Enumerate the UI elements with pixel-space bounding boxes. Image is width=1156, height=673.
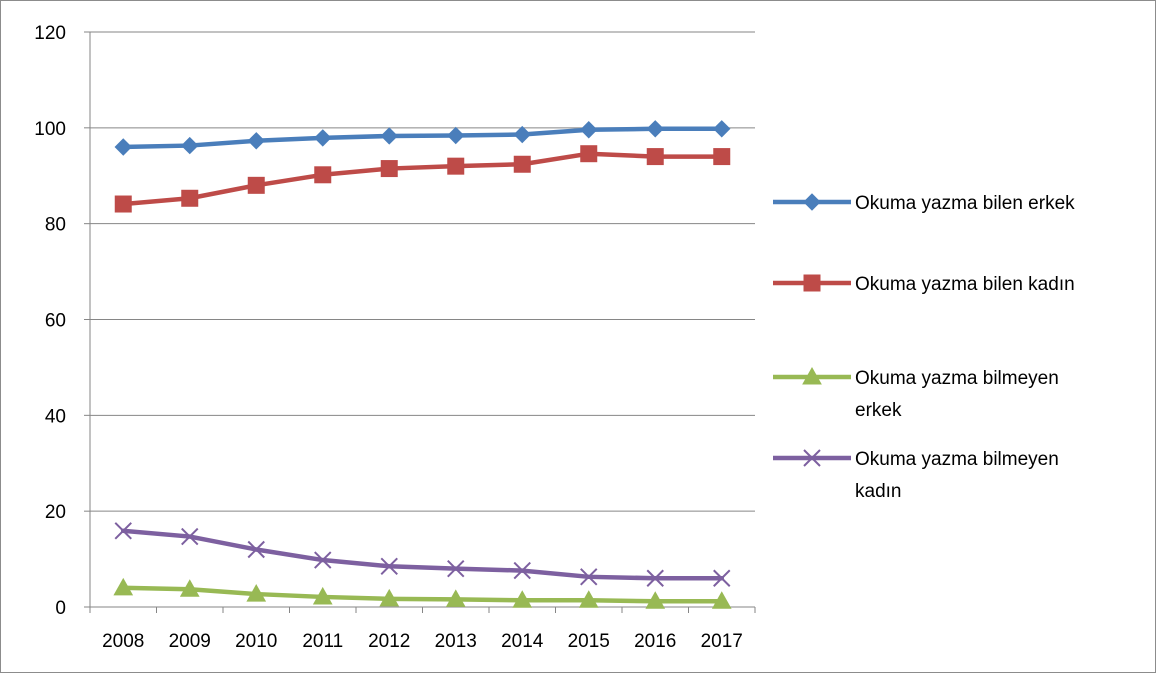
data-point <box>181 189 199 207</box>
legend-marker <box>802 366 822 385</box>
y-tick-label: 40 <box>45 406 66 427</box>
y-tick-label: 80 <box>45 215 66 236</box>
data-point <box>578 590 599 608</box>
x-tick-label: 2008 <box>102 631 144 652</box>
legend-item: Okuma yazma bilmeyen erkek <box>773 366 1059 421</box>
data-point <box>513 125 531 144</box>
legend-item: Okuma yazma bilen kadın <box>773 274 1075 295</box>
y-tick-label: 100 <box>34 119 66 140</box>
x-tick-label: 2009 <box>169 631 211 652</box>
data-point <box>447 157 465 175</box>
data-point <box>314 129 332 147</box>
data-point <box>713 148 731 166</box>
legend-label: Okuma yazma bilmeyen <box>855 368 1059 389</box>
data-point <box>580 121 598 139</box>
data-point <box>179 579 200 597</box>
x-tick-label: 2010 <box>235 631 277 652</box>
data-point <box>445 589 466 607</box>
series-group <box>114 522 731 587</box>
data-point <box>114 138 132 156</box>
data-point <box>513 561 531 580</box>
x-tick-label: 2012 <box>368 631 410 652</box>
gridlines <box>90 31 755 512</box>
data-point <box>380 127 398 145</box>
series-group <box>113 577 732 609</box>
data-point <box>247 176 265 194</box>
data-point <box>114 522 132 540</box>
data-point <box>181 527 199 546</box>
x-tick-label: 2017 <box>701 631 743 652</box>
legend-label: Okuma yazma bilmeyen <box>855 449 1059 470</box>
y-tick-label: 0 <box>55 598 66 619</box>
data-point <box>713 569 731 587</box>
x-tick-label: 2011 <box>302 631 343 652</box>
data-point <box>114 195 132 213</box>
x-tick-label: 2014 <box>501 631 544 652</box>
data-point <box>512 590 533 608</box>
legend-label: Okuma yazma bilen erkek <box>855 193 1075 214</box>
x-tick-label: 2016 <box>634 631 676 652</box>
data-point <box>113 577 134 596</box>
data-point <box>314 551 332 569</box>
data-point <box>711 591 732 609</box>
legend: Okuma yazma bilen erkek Okuma yazma bilen… <box>773 193 1075 502</box>
series-line <box>121 528 724 581</box>
data-point <box>646 120 664 138</box>
x-tick-label: 2015 <box>568 631 610 652</box>
data-point <box>379 588 400 607</box>
data-series <box>113 120 732 609</box>
data-point <box>713 120 731 138</box>
y-tick-label: 60 <box>45 311 66 332</box>
data-point <box>247 540 265 559</box>
data-point <box>246 584 267 602</box>
x-tick-label: 2013 <box>435 631 477 652</box>
data-point <box>312 586 333 605</box>
data-point <box>380 557 398 575</box>
data-point <box>380 160 398 178</box>
legend-label: Okuma yazma bilen kadın <box>855 274 1075 295</box>
legend-label: kadın <box>855 481 901 502</box>
data-point <box>580 145 598 163</box>
series-line <box>121 126 724 150</box>
data-point <box>181 136 199 155</box>
series-group <box>114 120 731 156</box>
y-tick-label: 20 <box>45 502 66 523</box>
series-line <box>121 151 724 207</box>
axes: 0 20 40 60 80 100 120 2008 2009 2010 2011 2012 2013 2… <box>34 23 756 652</box>
legend-marker <box>803 274 821 292</box>
y-tick-label: 120 <box>34 23 66 44</box>
data-point <box>645 591 666 609</box>
legend-marker <box>803 193 821 211</box>
data-point <box>646 569 664 587</box>
legend-marker <box>803 449 821 467</box>
data-point <box>447 559 465 578</box>
data-point <box>580 568 598 586</box>
data-point <box>513 155 531 173</box>
data-point <box>314 166 332 184</box>
series-group <box>114 145 731 213</box>
legend-label: erkek <box>855 400 902 421</box>
legend-item: Okuma yazma bilmeyen kadın <box>773 449 1059 502</box>
data-point <box>247 132 265 150</box>
legend-item: Okuma yazma bilen erkek <box>773 193 1075 214</box>
data-point <box>646 148 664 166</box>
data-point <box>447 126 465 145</box>
series-line <box>121 585 724 604</box>
